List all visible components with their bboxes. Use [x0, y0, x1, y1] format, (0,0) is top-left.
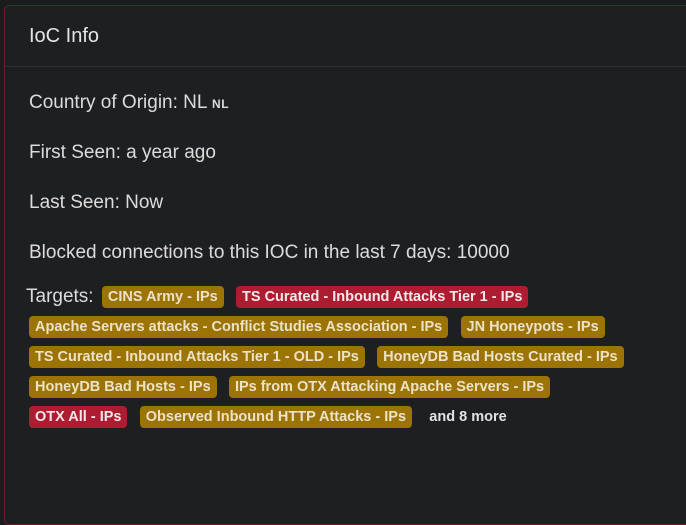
target-badge[interactable]: TS Curated - Inbound Attacks Tier 1 - IP… — [236, 286, 529, 308]
targets-list: Targets: CINS Army - IPs TS Curated - In… — [26, 283, 641, 436]
target-badge[interactable]: TS Curated - Inbound Attacks Tier 1 - OL… — [29, 346, 365, 369]
first-seen: First Seen: a year ago — [29, 142, 216, 163]
target-badge[interactable]: CINS Army - IPs — [101, 286, 224, 308]
target-badge[interactable]: HoneyDB Bad Hosts - IPs — [29, 376, 217, 399]
target-badge[interactable]: HoneyDB Bad Hosts Curated - IPs — [377, 346, 624, 369]
targets-label: Targets: — [26, 286, 94, 307]
target-badge[interactable]: OTX All - IPs — [29, 406, 128, 429]
target-badge[interactable]: IPs from OTX Attacking Apache Servers - … — [228, 376, 551, 399]
blocked-connections: Blocked connections to this IOC in the l… — [29, 242, 510, 263]
card-header: IoC Info — [5, 6, 686, 67]
card-title: IoC Info — [29, 24, 100, 47]
ioc-info-card: IoC Info Country of Origin: NL NL First … — [4, 5, 686, 525]
more-targets-link[interactable]: and 8 more — [429, 409, 507, 426]
country-flag-code: NL — [212, 97, 230, 111]
target-badge[interactable]: Observed Inbound HTTP Attacks - IPs — [139, 406, 413, 429]
target-badge[interactable]: JN Honeypots - IPs — [460, 316, 605, 339]
country-of-origin: Country of Origin: NL NL — [29, 83, 686, 133]
country-label: Country of Origin: NL — [29, 92, 207, 113]
card-body: Country of Origin: NL NL First Seen: a y… — [5, 67, 686, 436]
target-badge[interactable]: Apache Servers attacks - Conflict Studie… — [29, 316, 449, 339]
last-seen: Last Seen: Now — [29, 192, 164, 213]
